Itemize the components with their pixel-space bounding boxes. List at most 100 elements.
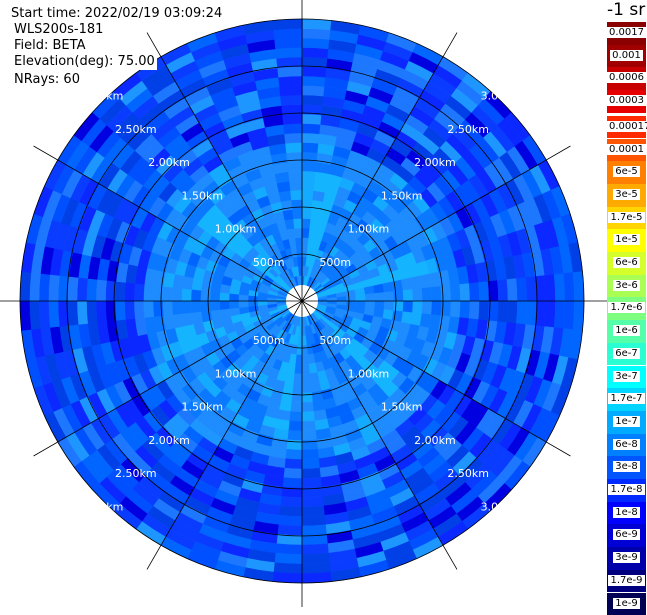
radar-cell — [302, 29, 331, 40]
radar-cell — [285, 449, 302, 459]
range-label: 1.00km — [215, 223, 257, 236]
radar-cell — [478, 301, 489, 321]
range-label: 2.50km — [115, 467, 157, 480]
radar-cell — [302, 468, 321, 478]
legend-entry: 6e-8 — [607, 434, 646, 457]
radar-cell — [412, 288, 422, 301]
range-label: 500m — [253, 256, 285, 269]
radar-cell — [239, 301, 249, 308]
radar-cell — [301, 553, 329, 564]
radar-cell — [302, 76, 326, 87]
radar-cell — [497, 279, 508, 301]
radar-cell — [403, 301, 413, 313]
legend-entry: 3e-7 — [607, 366, 646, 389]
radar-cell — [283, 124, 302, 134]
radar-cell — [384, 301, 394, 311]
elevation-text: Elevation(deg): 75.00 — [12, 54, 157, 70]
radar-cell — [516, 277, 527, 301]
radar-cell — [302, 162, 317, 172]
radar-cell — [134, 283, 144, 301]
radar-cell — [68, 276, 79, 301]
radar-cell — [210, 291, 220, 301]
nrays-text: NRays: 60 — [12, 72, 82, 88]
radar-cell — [30, 272, 41, 301]
radar-cell — [564, 301, 575, 330]
radar-cell — [172, 287, 182, 301]
radar-cell — [172, 301, 182, 315]
radar-cell — [302, 209, 312, 219]
legend-entry: 3e-6 — [607, 275, 646, 298]
radar-cell — [302, 496, 324, 507]
radar-cell — [39, 273, 50, 301]
radar-cell — [309, 372, 319, 383]
radar-cell — [573, 301, 584, 331]
radar-cell — [302, 181, 315, 191]
radar-cell — [302, 515, 326, 526]
radar-cell — [346, 295, 356, 301]
radar-cell — [422, 301, 432, 315]
range-label: 2.00km — [148, 434, 190, 447]
radar-cell — [564, 273, 575, 302]
radar-cell — [77, 301, 88, 325]
radar-cell — [275, 38, 303, 49]
radar-cell — [294, 228, 302, 238]
legend-entry: 1.7e-7 — [607, 388, 646, 411]
radar-cell — [431, 301, 441, 316]
radar-cell — [393, 301, 403, 312]
radar-cell — [287, 162, 302, 172]
radar-cell — [201, 290, 211, 301]
radar-cell — [115, 281, 126, 301]
range-label: 500m — [319, 334, 351, 347]
radar-cell — [302, 124, 321, 134]
legend-entry: 3e-5 — [607, 184, 646, 207]
radar-cell — [49, 300, 60, 327]
legend-unit-label: -1 sr — [607, 0, 645, 20]
radar-cell — [526, 301, 537, 326]
legend-entry: 1e-9 — [607, 593, 646, 615]
radar-cell — [301, 544, 328, 555]
radar-cell — [302, 374, 311, 384]
radar-cell — [554, 301, 565, 329]
radar-cell — [39, 300, 50, 328]
radar-cell — [302, 38, 330, 49]
legend-entry: 1.7e-8 — [607, 479, 646, 502]
range-label: 3.00km — [82, 90, 124, 103]
legend-entry: 1.7e-6 — [607, 297, 646, 320]
radar-cell — [365, 293, 375, 301]
legend-entry: 3e-8 — [607, 456, 646, 479]
legend-entry: 0.0017 — [607, 22, 646, 45]
range-label: 1.50km — [182, 401, 224, 414]
radar-cell — [274, 29, 303, 40]
range-label: 2.50km — [447, 123, 489, 136]
radar-cell — [283, 468, 302, 478]
radar-cell — [192, 311, 203, 324]
instrument-text: WLS200s-181 — [12, 22, 105, 38]
radar-cell — [280, 496, 302, 507]
radar-cell — [290, 190, 302, 200]
radar-cell — [310, 382, 321, 393]
radar-cell — [479, 281, 489, 301]
radar-cell — [87, 278, 98, 301]
radar-cell — [301, 563, 330, 574]
legend-entry: 1.7e-9 — [607, 570, 646, 593]
radar-cell — [302, 171, 316, 181]
radar-cell — [302, 48, 329, 59]
radar-cell — [554, 274, 565, 302]
radar-cell — [460, 301, 470, 319]
radar-cell — [302, 190, 314, 200]
radar-cell — [49, 274, 60, 301]
range-label: 2.00km — [414, 156, 456, 169]
radar-cell — [302, 430, 317, 440]
radar-cell — [283, 209, 294, 220]
radar-cell — [526, 276, 537, 301]
radar-cell — [302, 411, 315, 421]
radar-cell — [302, 383, 312, 393]
range-label: 3.00km — [481, 500, 523, 513]
radar-cell — [115, 301, 125, 321]
radar-cell — [96, 279, 107, 301]
radar-cell — [20, 300, 31, 330]
radar-cell — [220, 301, 230, 310]
radar-cell — [302, 336, 307, 346]
radar-cell — [293, 219, 302, 229]
radar-cell — [182, 301, 192, 314]
